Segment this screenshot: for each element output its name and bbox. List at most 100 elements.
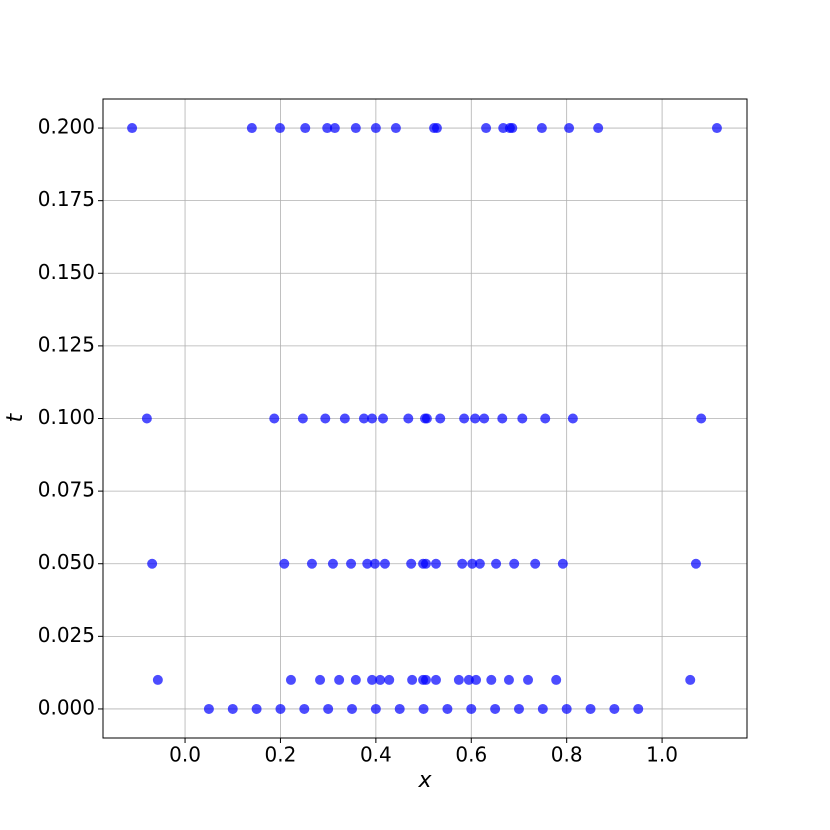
y-tick-label: 0.100 xyxy=(38,405,95,429)
x-tick-label: 1.0 xyxy=(646,743,678,767)
y-tick-label: 0.000 xyxy=(38,695,95,719)
point xyxy=(269,413,280,424)
point xyxy=(540,413,551,424)
point xyxy=(536,123,547,134)
point xyxy=(418,703,429,714)
point xyxy=(609,703,620,714)
point xyxy=(334,674,345,685)
point xyxy=(685,674,696,685)
point xyxy=(394,703,405,714)
point xyxy=(147,558,158,569)
point xyxy=(463,674,474,685)
point xyxy=(347,703,358,714)
point xyxy=(285,674,296,685)
point xyxy=(299,703,310,714)
point xyxy=(513,703,524,714)
point xyxy=(564,123,575,134)
point xyxy=(470,413,481,424)
point xyxy=(474,558,485,569)
point xyxy=(466,703,477,714)
y-tick-label: 0.150 xyxy=(38,260,95,284)
point xyxy=(320,413,331,424)
point xyxy=(367,674,378,685)
point xyxy=(329,123,340,134)
point xyxy=(315,674,326,685)
point xyxy=(481,123,492,134)
point xyxy=(306,558,317,569)
x-tick-label: 0.8 xyxy=(551,743,583,767)
x-tick-label: 0.6 xyxy=(455,743,487,767)
point xyxy=(127,123,138,134)
point xyxy=(378,413,389,424)
point xyxy=(390,123,401,134)
point xyxy=(696,413,707,424)
point xyxy=(453,674,464,685)
point xyxy=(350,123,361,134)
point xyxy=(421,413,432,424)
point xyxy=(467,558,478,569)
point xyxy=(384,674,395,685)
point xyxy=(251,703,262,714)
x-axis-label: x xyxy=(417,768,432,793)
point xyxy=(557,558,568,569)
point xyxy=(322,123,333,134)
point xyxy=(420,674,431,685)
point xyxy=(362,558,373,569)
point xyxy=(300,123,311,134)
y-tick-label: 0.025 xyxy=(38,623,95,647)
y-tick-label: 0.200 xyxy=(38,115,95,139)
point xyxy=(370,123,381,134)
point xyxy=(407,674,418,685)
point xyxy=(517,413,528,424)
point xyxy=(567,413,578,424)
point xyxy=(369,558,380,569)
point xyxy=(246,123,257,134)
point xyxy=(141,413,152,424)
y-tick-label: 0.125 xyxy=(38,332,95,356)
point xyxy=(491,558,502,569)
point xyxy=(490,703,501,714)
point xyxy=(537,703,548,714)
point xyxy=(339,413,350,424)
y-tick-label: 0.050 xyxy=(38,550,95,574)
point xyxy=(711,123,722,134)
x-tick-label: 0.4 xyxy=(360,743,392,767)
point xyxy=(471,674,482,685)
point xyxy=(507,123,518,134)
point xyxy=(690,558,701,569)
point xyxy=(227,703,238,714)
point xyxy=(479,413,490,424)
y-tick-label: 0.175 xyxy=(38,187,95,211)
point xyxy=(561,703,572,714)
x-tick-label: 0.0 xyxy=(169,743,201,767)
x-tick-label: 0.2 xyxy=(265,743,297,767)
point xyxy=(430,558,441,569)
point xyxy=(530,558,541,569)
point xyxy=(375,674,386,685)
point xyxy=(509,558,520,569)
point xyxy=(457,558,468,569)
point xyxy=(350,674,361,685)
point xyxy=(593,123,604,134)
point xyxy=(633,703,644,714)
point xyxy=(406,558,417,569)
point xyxy=(430,674,441,685)
point xyxy=(203,703,214,714)
point xyxy=(297,413,308,424)
y-axis-label: t xyxy=(3,412,28,422)
point xyxy=(486,674,497,685)
point xyxy=(275,703,286,714)
point xyxy=(370,703,381,714)
point xyxy=(358,413,369,424)
point xyxy=(274,123,285,134)
point xyxy=(551,674,562,685)
point xyxy=(420,558,431,569)
point xyxy=(152,674,163,685)
point xyxy=(503,674,514,685)
point xyxy=(346,558,357,569)
point xyxy=(497,413,508,424)
point xyxy=(459,413,470,424)
point xyxy=(403,413,414,424)
point xyxy=(323,703,334,714)
point xyxy=(435,413,446,424)
